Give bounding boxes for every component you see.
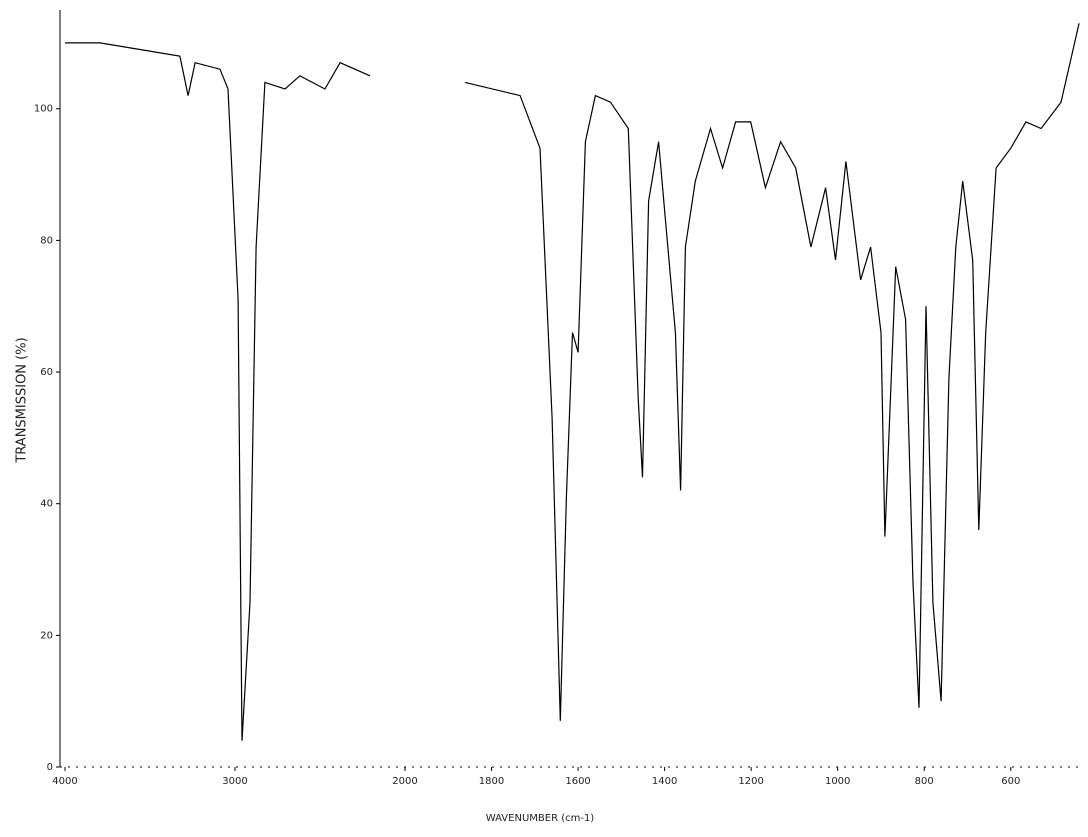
x-tick-label: 1400 [652,776,677,787]
spectrum-line [65,23,1080,741]
x-tick-label: 600 [1001,776,1020,787]
x-tick-label: 1000 [825,776,850,787]
x-tick-label: 800 [915,776,934,787]
x-tick-label: 1600 [565,776,590,787]
y-tick-label: 40 [40,499,53,510]
y-tick-label: 100 [34,104,53,115]
y-tick-label: 60 [40,367,53,378]
x-tick-label: 1200 [738,776,763,787]
x-tick-label: 3000 [222,776,247,787]
x-tick-label: 1800 [479,776,504,787]
y-tick-label: 0 [47,762,53,773]
x-tick-label: 2000 [392,776,417,787]
x-axis-label: WAVENUMBER (cm-1) [486,813,595,824]
y-tick-label: 80 [40,235,53,246]
x-tick-label: 4000 [52,776,77,787]
y-axis-label: TRANSMISSION (%) [15,337,30,463]
y-tick-label: 20 [40,630,53,641]
